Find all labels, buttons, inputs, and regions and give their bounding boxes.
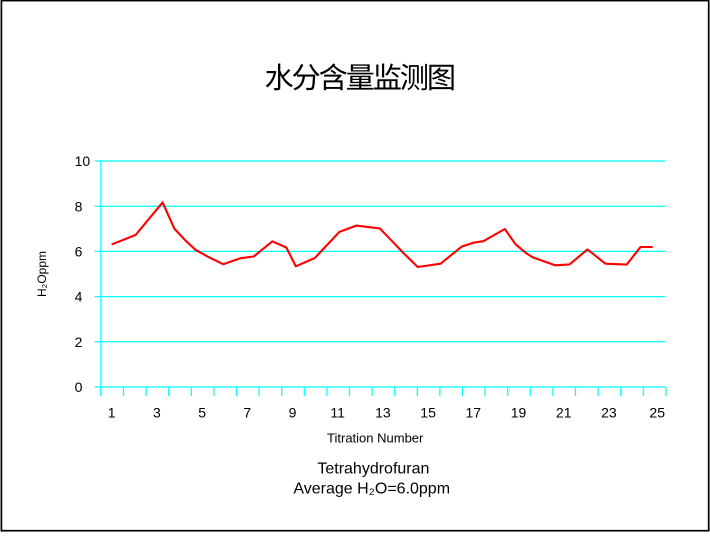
svg-text:15: 15 <box>420 405 436 421</box>
svg-text:Tetrahydrofuran: Tetrahydrofuran <box>317 461 429 478</box>
svg-text:4: 4 <box>75 289 83 305</box>
svg-text:3: 3 <box>153 405 161 421</box>
svg-text:Average H₂O=6.0ppm: Average H₂O=6.0ppm <box>293 481 450 498</box>
svg-text:11: 11 <box>330 405 345 421</box>
svg-text:0: 0 <box>75 379 83 395</box>
svg-text:13: 13 <box>375 405 391 421</box>
svg-text:17: 17 <box>466 405 482 421</box>
svg-text:H₂Oppm: H₂Oppm <box>35 251 49 297</box>
svg-text:23: 23 <box>601 405 617 421</box>
svg-text:21: 21 <box>556 405 572 421</box>
svg-text:1: 1 <box>108 405 116 421</box>
svg-text:25: 25 <box>649 405 665 421</box>
svg-text:8: 8 <box>75 198 83 214</box>
svg-text:19: 19 <box>511 405 527 421</box>
svg-text:6: 6 <box>75 244 83 260</box>
svg-text:Titration Number: Titration Number <box>327 431 424 446</box>
svg-text:2: 2 <box>75 334 83 350</box>
svg-text:5: 5 <box>198 405 206 421</box>
svg-text:7: 7 <box>243 405 251 421</box>
svg-text:9: 9 <box>289 405 297 421</box>
svg-text:10: 10 <box>75 153 91 169</box>
